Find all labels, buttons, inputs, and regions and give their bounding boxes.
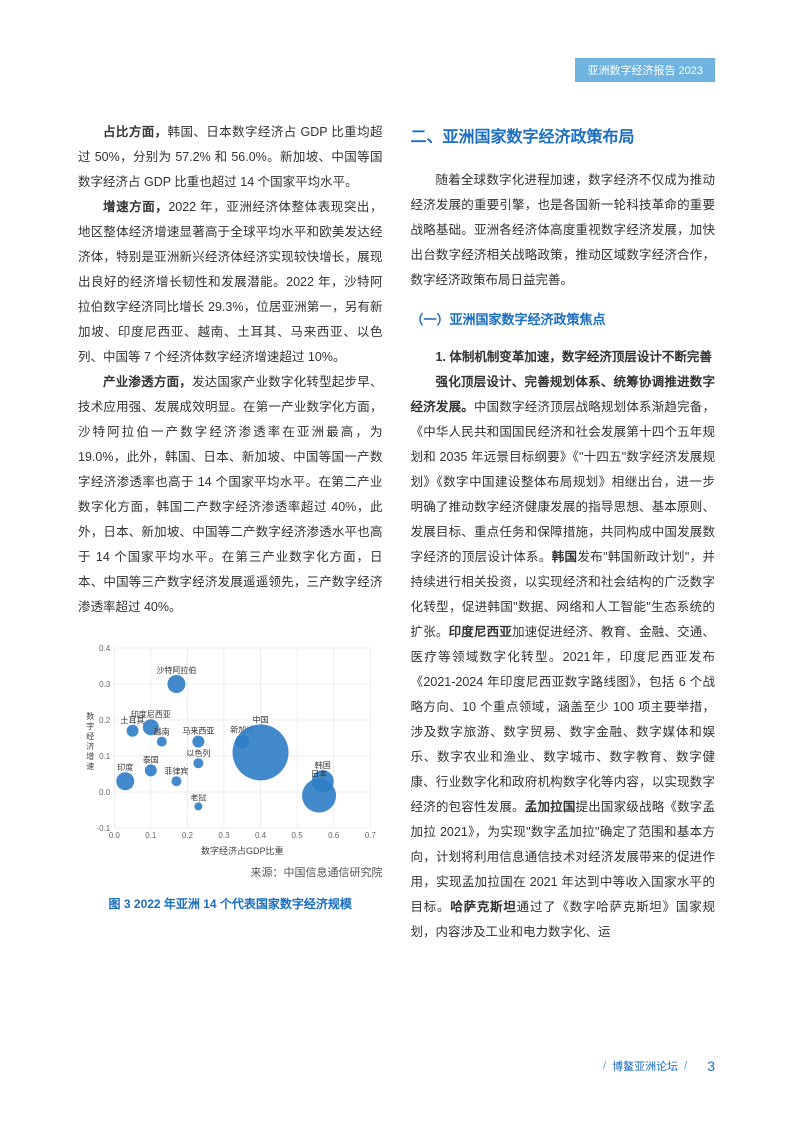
content-columns: 占比方面，韩国、日本数字经济占 GDP 比重均超过 50%，分别为 57.2% … <box>78 120 715 945</box>
bubble-chart: 0.00.10.20.30.40.50.60.7-0.10.00.10.20.3… <box>78 638 383 858</box>
svg-text:字: 字 <box>86 721 94 731</box>
text-indonesia: 加速促进经济、教育、金融、交通、医疗等领域数字化转型。2021年，印度尼西亚发布… <box>411 625 716 814</box>
svg-text:中国: 中国 <box>253 714 269 724</box>
svg-text:土耳其: 土耳其 <box>121 715 145 725</box>
text-bangladesh: 提出国家级战略《数字孟加拉 2021》，为实现"数字孟加拉"确定了范围和基本方向… <box>411 800 716 914</box>
svg-text:老挝: 老挝 <box>190 792 206 802</box>
svg-text:0.4: 0.4 <box>99 644 111 653</box>
page-number: 3 <box>707 1058 715 1074</box>
svg-text:数字经济占GDP比重: 数字经济占GDP比重 <box>201 845 284 856</box>
chart-wrap: 0.00.10.20.30.40.50.60.7-0.10.00.10.20.3… <box>78 638 383 916</box>
svg-text:0.2: 0.2 <box>182 831 194 840</box>
svg-text:-0.1: -0.1 <box>96 824 110 833</box>
svg-text:0.1: 0.1 <box>145 831 157 840</box>
para-growth: 增速方面，2022 年，亚洲经济体整体表现突出，地区整体经济增速显著高于全球平均… <box>78 195 383 370</box>
svg-text:沙特阿拉伯: 沙特阿拉伯 <box>156 665 196 675</box>
svg-text:0.3: 0.3 <box>99 680 111 689</box>
para-penetration: 产业渗透方面，发达国家产业数字化转型起步早、技术应用强、发展成效明显。在第一产业… <box>78 370 383 620</box>
para-proportion: 占比方面，韩国、日本数字经济占 GDP 比重均超过 50%，分别为 57.2% … <box>78 120 383 195</box>
bold-kazakhstan: 哈萨克斯坦 <box>450 900 516 914</box>
lead-proportion: 占比方面， <box>103 125 168 139</box>
right-column: 二、亚洲国家数字经济政策布局 随着全球数字化进程加速，数字经济不仅成为推动经济发… <box>411 120 716 945</box>
chart-source: 来源：中国信息通信研究院 <box>78 862 383 884</box>
text-growth: 2022 年，亚洲经济体整体表现突出，地区整体经济增速显著高于全球平均水平和欧美… <box>78 200 383 364</box>
svg-text:经: 经 <box>86 731 94 741</box>
svg-text:菲律宾: 菲律宾 <box>164 766 188 776</box>
svg-text:越南: 越南 <box>154 727 170 737</box>
slash-icon: / <box>684 1060 687 1072</box>
svg-text:增: 增 <box>86 751 94 761</box>
svg-text:速: 速 <box>86 762 94 771</box>
svg-text:印度: 印度 <box>117 762 133 772</box>
svg-text:0.4: 0.4 <box>255 831 267 840</box>
svg-text:日本: 日本 <box>311 769 327 779</box>
chart-svg: 0.00.10.20.30.40.50.60.7-0.10.00.10.20.3… <box>78 638 383 858</box>
lead-penetration: 产业渗透方面， <box>103 375 192 389</box>
slash-icon: / <box>603 1060 606 1072</box>
svg-text:以色列: 以色列 <box>186 748 210 758</box>
footer-org: 博鳌亚洲论坛 <box>612 1058 678 1074</box>
svg-text:0.7: 0.7 <box>365 831 377 840</box>
bold-korea: 韩国 <box>552 550 578 564</box>
svg-text:0.6: 0.6 <box>328 831 340 840</box>
bold-bangladesh: 孟加拉国 <box>525 800 576 814</box>
svg-text:0.2: 0.2 <box>99 716 111 725</box>
svg-text:0.0: 0.0 <box>109 831 121 840</box>
svg-text:马来西亚: 马来西亚 <box>182 727 214 736</box>
chart-caption: 图 3 2022 年亚洲 14 个代表国家数字经济规模 <box>78 892 383 916</box>
svg-text:泰国: 泰国 <box>143 754 159 764</box>
left-column: 占比方面，韩国、日本数字经济占 GDP 比重均超过 50%，分别为 57.2% … <box>78 120 383 945</box>
subtitle-1-1: 1. 体制机制变革加速，数字经济顶层设计不断完善 <box>411 345 716 370</box>
svg-text:济: 济 <box>86 741 94 751</box>
policy-para: 强化顶层设计、完善规划体系、统筹协调推进数字经济发展。中国数字经济顶层战略规划体… <box>411 370 716 945</box>
header-tag: 亚洲数字经济报告 2023 <box>575 58 715 82</box>
intro-para: 随着全球数字化进程加速，数字经济不仅成为推动经济发展的重要引擎，也是各国新一轮科… <box>411 168 716 293</box>
svg-text:0.1: 0.1 <box>99 752 111 761</box>
svg-text:0.3: 0.3 <box>218 831 230 840</box>
subsection-1: （一）亚洲国家数字经济政策焦点 <box>411 307 716 333</box>
footer: / 博鳌亚洲论坛 / 3 <box>597 1058 715 1074</box>
svg-text:0.0: 0.0 <box>99 788 111 797</box>
section-title: 二、亚洲国家数字经济政策布局 <box>411 122 716 154</box>
bold-indonesia: 印度尼西亚 <box>449 625 512 639</box>
svg-text:数: 数 <box>86 711 94 721</box>
lead-growth: 增速方面， <box>103 200 168 214</box>
policy-china: 中国数字经济顶层战略规划体系渐趋完备，《中华人民共和国国民经济和社会发展第十四个… <box>411 400 716 564</box>
svg-text:0.5: 0.5 <box>292 831 304 840</box>
text-penetration: 发达国家产业数字化转型起步早、技术应用强、发展成效明显。在第一产业数字化方面，沙… <box>78 375 383 614</box>
